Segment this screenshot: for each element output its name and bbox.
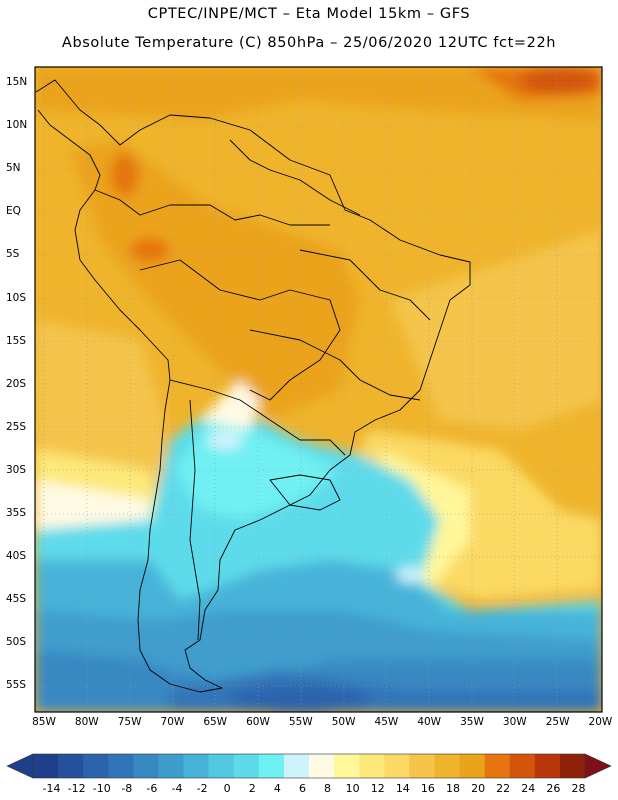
- colorbar-swatch: [258, 754, 285, 778]
- colorbar-label: 16: [420, 782, 435, 795]
- lat-label: 55S: [6, 679, 27, 692]
- lon-label: 25W: [545, 716, 570, 728]
- lat-label: 40S: [6, 550, 27, 563]
- colorbar-label: -4: [171, 782, 183, 795]
- colorbar-swatch: [183, 754, 209, 778]
- colorbar-swatch: [534, 754, 561, 778]
- lon-label: 50W: [331, 716, 356, 728]
- colorbar-swatch: [208, 754, 235, 778]
- colorbar-label: 26: [546, 782, 561, 795]
- colorbar: [6, 753, 612, 779]
- colorbar-label: 10: [345, 782, 360, 795]
- colorbar-swatch: [33, 754, 59, 778]
- colorbar-label: 22: [496, 782, 511, 795]
- colorbar-label: -14: [42, 782, 61, 795]
- colorbar-swatch: [133, 754, 159, 778]
- lat-label: 25S: [6, 420, 27, 433]
- temperature-field: [35, 67, 602, 712]
- lat-label: 5S: [6, 248, 20, 261]
- colorbar-label: 4: [273, 782, 281, 795]
- lat-label: 20S: [6, 377, 27, 390]
- colorbar-swatch: [359, 754, 385, 778]
- lon-label: 80W: [74, 716, 99, 728]
- lon-label: 30W: [502, 716, 527, 728]
- colorbar-label: 8: [324, 782, 332, 795]
- colorbar-swatch: [434, 754, 460, 778]
- lat-label: EQ: [6, 205, 21, 218]
- colorbar-swatch: [459, 754, 485, 778]
- colorbar-swatch: [158, 754, 184, 778]
- colorbar-swatch: [283, 754, 310, 778]
- lon-label: 85W: [32, 716, 56, 728]
- colorbar-label: 14: [395, 782, 410, 795]
- colorbar-label: 24: [521, 782, 536, 795]
- colorbar-high-arrow: [584, 753, 612, 779]
- lat-label: 15N: [6, 76, 28, 88]
- lon-label: 70W: [160, 716, 185, 728]
- colorbar-label: 2: [248, 782, 256, 795]
- colorbar-low-arrow: [6, 753, 34, 779]
- colorbar-swatch: [409, 754, 435, 778]
- colorbar-label: -8: [121, 782, 133, 795]
- colorbar-swatch: [58, 754, 84, 778]
- lon-label: 40W: [417, 716, 442, 728]
- colorbar-swatch: [233, 754, 260, 778]
- colorbar-label: -10: [92, 782, 111, 795]
- colorbar-frame: [32, 753, 586, 779]
- colorbar-swatch: [484, 754, 511, 778]
- lat-label: 15S: [6, 334, 27, 347]
- colorbar-label: -12: [67, 782, 86, 795]
- lon-label: 35W: [460, 716, 484, 728]
- lat-lon-grid: [35, 67, 602, 712]
- lon-label: 55W: [288, 716, 313, 728]
- lat-label: 5N: [6, 162, 21, 175]
- colorbar-label: -2: [196, 782, 208, 795]
- colorbar-swatch: [334, 754, 360, 778]
- colorbar-label: 6: [298, 782, 306, 795]
- lon-label: 75W: [117, 716, 142, 728]
- colorbar-swatch: [83, 754, 109, 778]
- chart-title-line-2: Absolute Temperature (C) 850hPa – 25/06/…: [61, 35, 557, 51]
- lon-label: 60W: [246, 716, 270, 728]
- lat-label: 30S: [6, 463, 27, 476]
- lon-label: 20W: [588, 716, 613, 728]
- lat-label: 50S: [6, 636, 27, 649]
- colorbar-label: 18: [446, 782, 460, 795]
- colorbar-label: -6: [146, 782, 158, 795]
- lat-label: 10N: [6, 119, 28, 132]
- colorbar-swatch: [509, 754, 536, 778]
- chart-title-line-1: CPTEC/INPE/MCT – Eta Model 15km – GFS: [147, 6, 471, 22]
- lat-label: 10S: [6, 291, 27, 304]
- lon-label: 45W: [374, 716, 399, 728]
- colorbar-label: 20: [471, 782, 486, 795]
- colorbar-label: 12: [370, 782, 385, 795]
- map-frame: [34, 66, 603, 713]
- lat-label: 35S: [6, 507, 27, 519]
- colorbar-swatch: [559, 754, 586, 778]
- colorbar-swatch: [108, 754, 134, 778]
- colorbar-label: 28: [571, 782, 586, 795]
- colorbar-swatch: [309, 754, 335, 778]
- colorbar-swatch: [384, 754, 410, 778]
- lat-label: 45S: [6, 593, 27, 606]
- lon-label: 65W: [203, 716, 228, 728]
- colorbar-label: 0: [223, 782, 231, 795]
- coastline: [35, 79, 471, 693]
